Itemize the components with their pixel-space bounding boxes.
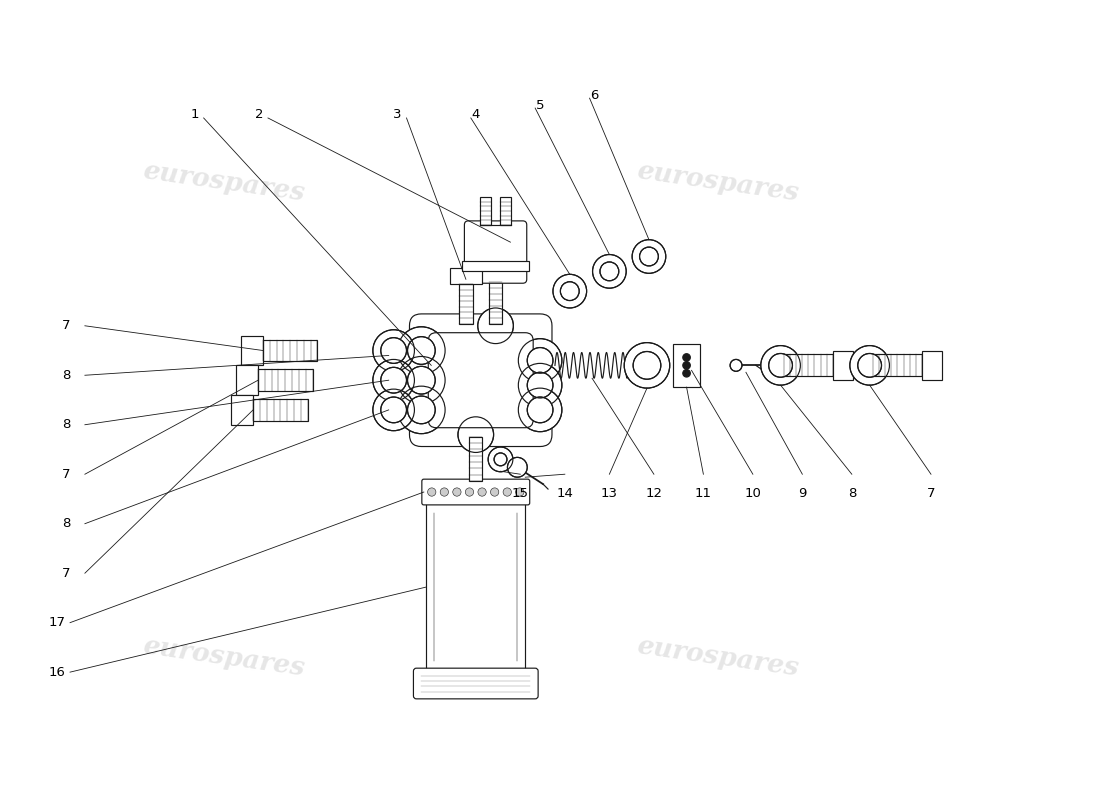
Circle shape	[730, 359, 743, 371]
FancyBboxPatch shape	[409, 314, 552, 446]
FancyBboxPatch shape	[414, 668, 538, 699]
FancyBboxPatch shape	[421, 479, 530, 505]
Text: eurospares: eurospares	[636, 158, 801, 206]
Text: 7: 7	[62, 468, 70, 481]
Bar	[258, 370, 312, 391]
Circle shape	[477, 488, 486, 496]
Text: 1: 1	[190, 109, 199, 122]
Circle shape	[381, 367, 407, 393]
Circle shape	[453, 488, 461, 496]
Bar	[427, 503, 526, 671]
Circle shape	[373, 330, 415, 371]
Text: 3: 3	[393, 109, 402, 122]
Circle shape	[632, 240, 666, 274]
Circle shape	[494, 453, 507, 466]
Circle shape	[527, 347, 553, 374]
Text: 11: 11	[695, 487, 712, 500]
FancyBboxPatch shape	[464, 221, 527, 283]
Text: 8: 8	[848, 487, 856, 500]
Text: 8: 8	[62, 369, 70, 382]
Text: 15: 15	[512, 487, 529, 500]
Text: 7: 7	[62, 566, 70, 580]
Text: 7: 7	[62, 319, 70, 332]
Bar	[459, 284, 473, 324]
Circle shape	[465, 488, 474, 496]
Text: 5: 5	[536, 98, 544, 112]
Text: 13: 13	[601, 487, 618, 500]
Bar	[490, 282, 502, 324]
Bar	[833, 350, 853, 380]
Circle shape	[769, 354, 792, 378]
Bar	[450, 268, 482, 284]
Circle shape	[518, 338, 562, 382]
Text: eurospares: eurospares	[636, 634, 801, 681]
Bar	[263, 340, 318, 362]
Circle shape	[527, 372, 553, 398]
Circle shape	[560, 282, 580, 301]
Text: 8: 8	[62, 517, 70, 530]
Circle shape	[477, 308, 514, 343]
Bar	[673, 343, 701, 387]
Bar	[231, 395, 253, 425]
Circle shape	[518, 388, 562, 432]
Circle shape	[553, 274, 586, 308]
Circle shape	[407, 366, 436, 394]
Text: 8: 8	[62, 418, 70, 431]
Circle shape	[407, 396, 436, 424]
Bar	[922, 350, 942, 380]
Circle shape	[381, 397, 407, 422]
Bar	[872, 354, 922, 376]
Circle shape	[639, 247, 659, 266]
Circle shape	[491, 488, 498, 496]
Circle shape	[683, 362, 691, 369]
Circle shape	[397, 386, 446, 434]
Circle shape	[440, 488, 449, 496]
Circle shape	[488, 447, 513, 472]
Text: 4: 4	[472, 109, 480, 122]
FancyBboxPatch shape	[428, 333, 534, 428]
Text: 10: 10	[745, 487, 761, 500]
Circle shape	[397, 326, 446, 374]
Text: 7: 7	[926, 487, 935, 500]
Circle shape	[850, 346, 890, 385]
Circle shape	[624, 342, 670, 388]
Text: 6: 6	[591, 89, 598, 102]
Bar	[253, 399, 308, 421]
Circle shape	[683, 370, 691, 377]
Circle shape	[761, 346, 801, 385]
Circle shape	[458, 417, 494, 453]
Circle shape	[373, 389, 415, 430]
Circle shape	[634, 351, 661, 379]
Bar	[462, 262, 529, 271]
Circle shape	[600, 262, 619, 281]
Bar	[470, 437, 482, 481]
Bar	[236, 366, 258, 395]
Text: 14: 14	[557, 487, 573, 500]
Text: eurospares: eurospares	[141, 634, 306, 681]
Circle shape	[407, 337, 436, 364]
Text: 16: 16	[48, 666, 65, 678]
Bar	[500, 197, 510, 225]
Circle shape	[516, 488, 524, 496]
Circle shape	[373, 359, 415, 401]
Circle shape	[428, 488, 436, 496]
Bar	[241, 336, 263, 366]
Text: 9: 9	[799, 487, 806, 500]
Bar	[481, 197, 491, 225]
Text: 17: 17	[48, 616, 65, 629]
Circle shape	[593, 254, 626, 288]
Circle shape	[503, 488, 512, 496]
Text: 12: 12	[646, 487, 662, 500]
Circle shape	[527, 397, 553, 422]
Circle shape	[683, 354, 691, 362]
Circle shape	[381, 338, 407, 363]
Circle shape	[507, 458, 527, 477]
Text: 2: 2	[254, 109, 263, 122]
Circle shape	[858, 354, 881, 378]
Text: eurospares: eurospares	[141, 158, 306, 206]
Circle shape	[397, 357, 446, 404]
Bar	[783, 354, 833, 376]
Circle shape	[518, 363, 562, 407]
